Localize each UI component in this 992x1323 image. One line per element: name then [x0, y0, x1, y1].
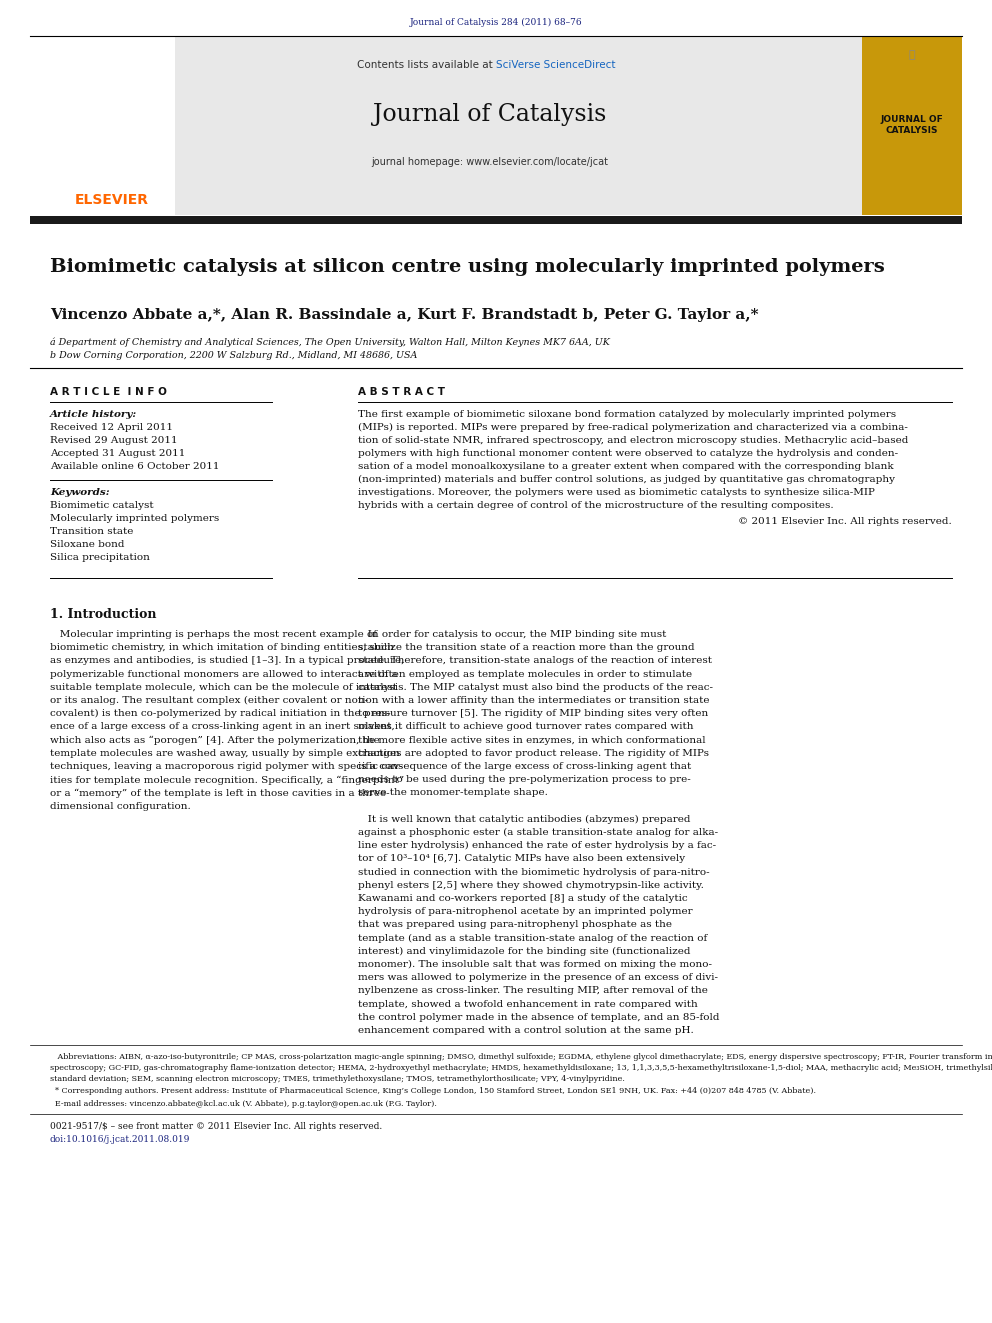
- Text: template (and as a stable transition-state analog of the reaction of: template (and as a stable transition-sta…: [358, 934, 707, 943]
- Text: Received 12 April 2011: Received 12 April 2011: [50, 423, 173, 433]
- Text: Biomimetic catalyst: Biomimetic catalyst: [50, 501, 154, 509]
- Text: Vincenzo Abbate a,*, Alan R. Bassindale a, Kurt F. Brandstadt b, Peter G. Taylor: Vincenzo Abbate a,*, Alan R. Bassindale …: [50, 308, 759, 321]
- Text: investigations. Moreover, the polymers were used as biomimetic catalysts to synt: investigations. Moreover, the polymers w…: [358, 488, 875, 497]
- Text: to ensure turnover [5]. The rigidity of MIP binding sites very often: to ensure turnover [5]. The rigidity of …: [358, 709, 708, 718]
- Text: monomer). The insoluble salt that was formed on mixing the mono-: monomer). The insoluble salt that was fo…: [358, 960, 712, 970]
- Text: nylbenzene as cross-linker. The resulting MIP, after removal of the: nylbenzene as cross-linker. The resultin…: [358, 987, 708, 995]
- Text: A B S T R A C T: A B S T R A C T: [358, 388, 445, 397]
- Text: Transition state: Transition state: [50, 527, 133, 536]
- Text: doi:10.1016/j.jcat.2011.08.019: doi:10.1016/j.jcat.2011.08.019: [50, 1135, 190, 1144]
- Text: polymers with high functional monomer content were observed to catalyze the hydr: polymers with high functional monomer co…: [358, 448, 898, 458]
- Text: ⌗: ⌗: [909, 50, 916, 60]
- Text: the control polymer made in the absence of template, and an 85-fold: the control polymer made in the absence …: [358, 1013, 719, 1021]
- Text: A R T I C L E  I N F O: A R T I C L E I N F O: [50, 388, 167, 397]
- Text: á Department of Chemistry and Analytical Sciences, The Open University, Walton H: á Department of Chemistry and Analytical…: [50, 337, 610, 348]
- Text: © 2011 Elsevier Inc. All rights reserved.: © 2011 Elsevier Inc. All rights reserved…: [738, 517, 952, 527]
- Text: hybrids with a certain degree of control of the microstructure of the resulting : hybrids with a certain degree of control…: [358, 501, 833, 509]
- Text: state. Therefore, transition-state analogs of the reaction of interest: state. Therefore, transition-state analo…: [358, 656, 712, 665]
- Text: E-mail addresses: vincenzo.abbate@kcl.ac.uk (V. Abbate), p.g.taylor@open.ac.uk (: E-mail addresses: vincenzo.abbate@kcl.ac…: [50, 1099, 436, 1107]
- Text: template molecules are washed away, usually by simple extraction: template molecules are washed away, usua…: [50, 749, 400, 758]
- Text: JOURNAL OF
CATALYSIS: JOURNAL OF CATALYSIS: [881, 115, 943, 135]
- Text: or its analog. The resultant complex (either covalent or non-: or its analog. The resultant complex (ei…: [50, 696, 368, 705]
- Text: 1. Introduction: 1. Introduction: [50, 609, 157, 620]
- Text: spectroscopy; GC-FID, gas-chromatography flame-ionization detector; HEMA, 2-hydr: spectroscopy; GC-FID, gas-chromatography…: [50, 1064, 992, 1072]
- Text: that was prepared using para-nitrophenyl phosphate as the: that was prepared using para-nitrophenyl…: [358, 921, 672, 929]
- Text: the more flexible active sites in enzymes, in which conformational: the more flexible active sites in enzyme…: [358, 736, 705, 745]
- Text: Journal of Catalysis: Journal of Catalysis: [373, 103, 607, 127]
- Text: In order for catalysis to occur, the MIP binding site must: In order for catalysis to occur, the MIP…: [358, 630, 667, 639]
- Text: ence of a large excess of a cross-linking agent in an inert solvent,: ence of a large excess of a cross-linkin…: [50, 722, 395, 732]
- Text: b Dow Corning Corporation, 2200 W Salzburg Rd., Midland, MI 48686, USA: b Dow Corning Corporation, 2200 W Salzbu…: [50, 351, 418, 360]
- Text: 0021-9517/$ – see front matter © 2011 Elsevier Inc. All rights reserved.: 0021-9517/$ – see front matter © 2011 El…: [50, 1122, 382, 1131]
- Text: line ester hydrolysis) enhanced the rate of ester hydrolysis by a fac-: line ester hydrolysis) enhanced the rate…: [358, 841, 716, 851]
- Text: standard deviation; SEM, scanning electron microscopy; TMES, trimethylethoxysila: standard deviation; SEM, scanning electr…: [50, 1076, 625, 1084]
- Text: serve the monomer-template shape.: serve the monomer-template shape.: [358, 789, 548, 798]
- Text: Kawanami and co-workers reported [8] a study of the catalytic: Kawanami and co-workers reported [8] a s…: [358, 894, 687, 904]
- Text: ELSEVIER: ELSEVIER: [75, 193, 149, 206]
- Text: hydrolysis of para-nitrophenol acetate by an imprinted polymer: hydrolysis of para-nitrophenol acetate b…: [358, 908, 692, 917]
- Text: Keywords:: Keywords:: [50, 488, 110, 497]
- Text: polymerizable functional monomers are allowed to interact with a: polymerizable functional monomers are al…: [50, 669, 398, 679]
- Text: techniques, leaving a macroporous rigid polymer with specific cav-: techniques, leaving a macroporous rigid …: [50, 762, 403, 771]
- Text: phenyl esters [2,5] where they showed chymotrypsin-like activity.: phenyl esters [2,5] where they showed ch…: [358, 881, 704, 890]
- Bar: [30, 216, 962, 224]
- Text: dimensional configuration.: dimensional configuration.: [50, 802, 190, 811]
- Text: biomimetic chemistry, in which imitation of binding entities, such: biomimetic chemistry, in which imitation…: [50, 643, 394, 652]
- Text: stabilize the transition state of a reaction more than the ground: stabilize the transition state of a reac…: [358, 643, 694, 652]
- Text: tion of solid-state NMR, infrared spectroscopy, and electron microscopy studies.: tion of solid-state NMR, infrared spectr…: [358, 437, 909, 445]
- Text: journal homepage: www.elsevier.com/locate/jcat: journal homepage: www.elsevier.com/locat…: [371, 157, 608, 167]
- Text: The first example of biomimetic siloxane bond formation catalyzed by molecularly: The first example of biomimetic siloxane…: [358, 410, 896, 419]
- Text: are often employed as template molecules in order to stimulate: are often employed as template molecules…: [358, 669, 692, 679]
- Text: Silica precipitation: Silica precipitation: [50, 553, 150, 562]
- Text: catalysis. The MIP catalyst must also bind the products of the reac-: catalysis. The MIP catalyst must also bi…: [358, 683, 713, 692]
- Text: Biomimetic catalysis at silicon centre using molecularly imprinted polymers: Biomimetic catalysis at silicon centre u…: [50, 258, 885, 277]
- Text: interest) and vinylimidazole for the binding site (functionalized: interest) and vinylimidazole for the bin…: [358, 947, 690, 957]
- Text: Revised 29 August 2011: Revised 29 August 2011: [50, 437, 178, 445]
- Text: It is well known that catalytic antibodies (abzymes) prepared: It is well known that catalytic antibodi…: [358, 815, 690, 824]
- Text: which also acts as “porogen” [4]. After the polymerization, the: which also acts as “porogen” [4]. After …: [50, 736, 380, 745]
- Bar: [30, 37, 862, 216]
- Text: Article history:: Article history:: [50, 410, 137, 419]
- Text: enhancement compared with a control solution at the same pH.: enhancement compared with a control solu…: [358, 1027, 693, 1035]
- Text: Journal of Catalysis 284 (2011) 68–76: Journal of Catalysis 284 (2011) 68–76: [410, 17, 582, 26]
- Text: or a “memory” of the template is left in those cavities in a three-: or a “memory” of the template is left in…: [50, 789, 390, 798]
- Text: Available online 6 October 2011: Available online 6 October 2011: [50, 462, 219, 471]
- Text: Accepted 31 August 2011: Accepted 31 August 2011: [50, 448, 186, 458]
- Text: Molecularly imprinted polymers: Molecularly imprinted polymers: [50, 515, 219, 523]
- Text: against a phosphonic ester (a stable transition-state analog for alka-: against a phosphonic ester (a stable tra…: [358, 828, 718, 837]
- Text: template, showed a twofold enhancement in rate compared with: template, showed a twofold enhancement i…: [358, 1000, 697, 1008]
- Text: tor of 10³–10⁴ [6,7]. Catalytic MIPs have also been extensively: tor of 10³–10⁴ [6,7]. Catalytic MIPs hav…: [358, 855, 685, 864]
- Text: Abbreviations: AIBN, α-azo-iso-butyronitrile; CP MAS, cross-polarization magic-a: Abbreviations: AIBN, α-azo-iso-butyronit…: [50, 1053, 992, 1061]
- Text: Contents lists available at: Contents lists available at: [357, 60, 496, 70]
- Text: is a consequence of the large excess of cross-linking agent that: is a consequence of the large excess of …: [358, 762, 691, 771]
- Text: needs to be used during the pre-polymerization process to pre-: needs to be used during the pre-polymeri…: [358, 775, 690, 785]
- Text: mers was allowed to polymerize in the presence of an excess of divi-: mers was allowed to polymerize in the pr…: [358, 974, 718, 982]
- Text: tion with a lower affinity than the intermediates or transition state: tion with a lower affinity than the inte…: [358, 696, 709, 705]
- Bar: [30, 37, 175, 216]
- Text: Siloxane bond: Siloxane bond: [50, 540, 125, 549]
- Text: covalent) is then co-polymerized by radical initiation in the pres-: covalent) is then co-polymerized by radi…: [50, 709, 391, 718]
- Text: sation of a model monoalkoxysilane to a greater extent when compared with the co: sation of a model monoalkoxysilane to a …: [358, 462, 894, 471]
- Text: (non-imprinted) materials and buffer control solutions, as judged by quantitativ: (non-imprinted) materials and buffer con…: [358, 475, 895, 484]
- Text: studied in connection with the biomimetic hydrolysis of para-nitro-: studied in connection with the biomimeti…: [358, 868, 709, 877]
- Text: (MIPs) is reported. MIPs were prepared by free-radical polymerization and charac: (MIPs) is reported. MIPs were prepared b…: [358, 423, 908, 433]
- Text: * Corresponding authors. Present address: Institute of Pharmaceutical Science, K: * Corresponding authors. Present address…: [50, 1088, 816, 1095]
- Text: as enzymes and antibodies, is studied [1–3]. In a typical procedure,: as enzymes and antibodies, is studied [1…: [50, 656, 405, 665]
- Text: SciVerse ScienceDirect: SciVerse ScienceDirect: [496, 60, 615, 70]
- Bar: [862, 37, 962, 216]
- Text: makes it difficult to achieve good turnover rates compared with: makes it difficult to achieve good turno…: [358, 722, 693, 732]
- Text: ities for template molecule recognition. Specifically, a “fingerprint”: ities for template molecule recognition.…: [50, 775, 405, 785]
- Text: suitable template molecule, which can be the molecule of interest: suitable template molecule, which can be…: [50, 683, 397, 692]
- Text: Molecular imprinting is perhaps the most recent example of: Molecular imprinting is perhaps the most…: [50, 630, 377, 639]
- Text: changes are adopted to favor product release. The rigidity of MIPs: changes are adopted to favor product rel…: [358, 749, 709, 758]
